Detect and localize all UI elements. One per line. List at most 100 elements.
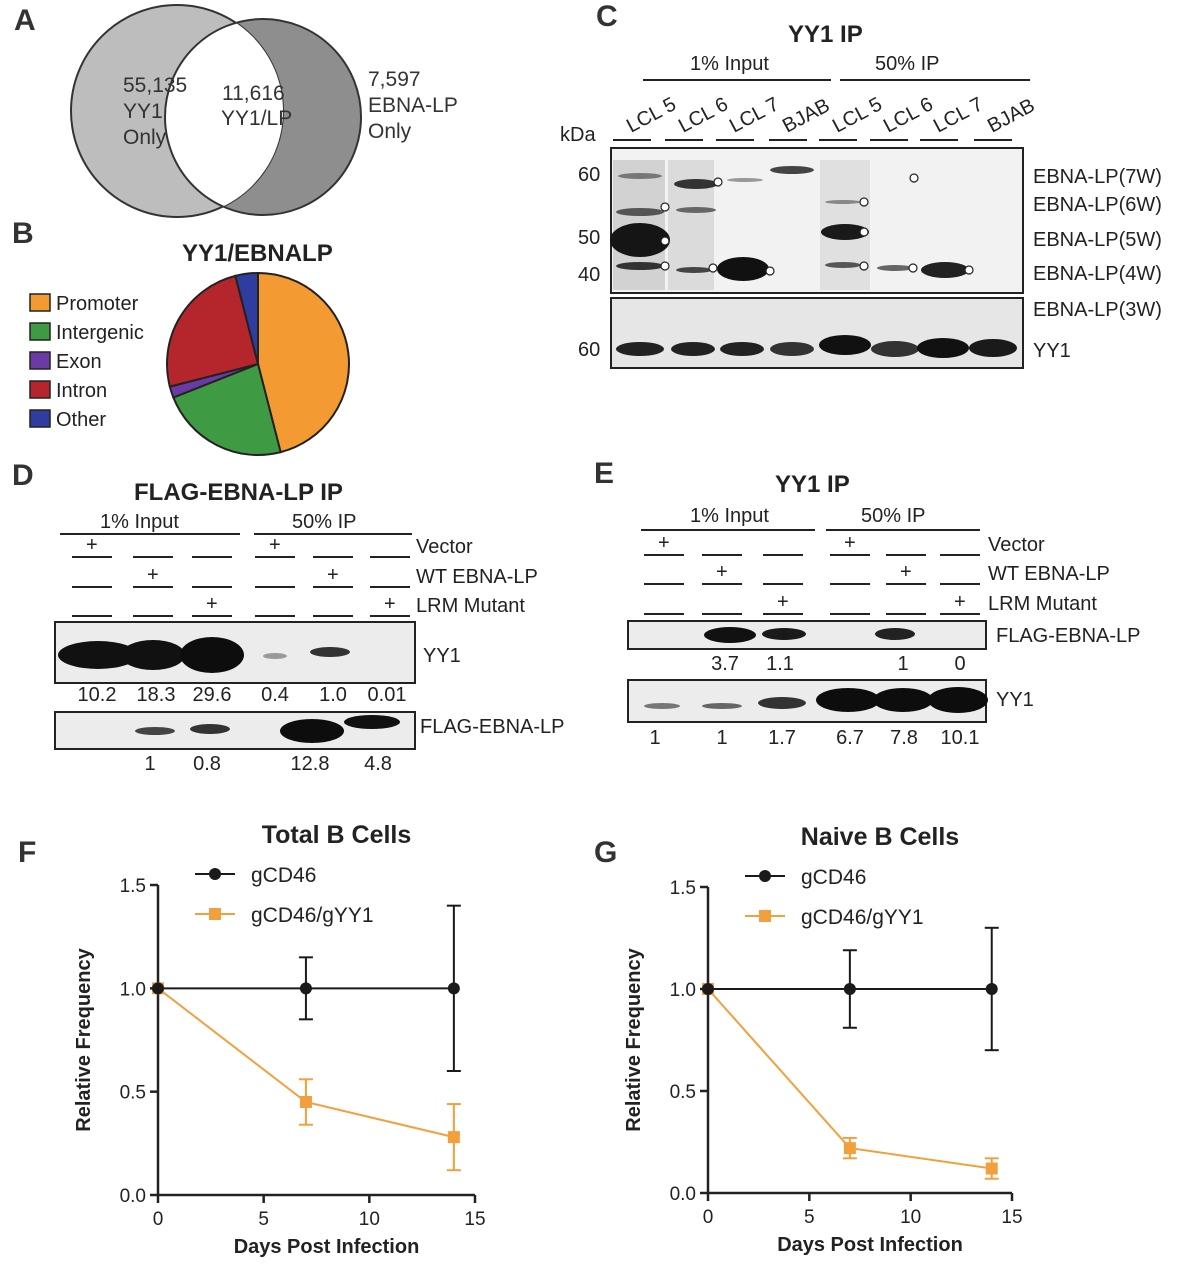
venn-panel: A 55,135 YY1 Only 11,616 YY1/LP 7,597 EB… [14,4,458,218]
blot-e-yy1-quantification: 1 1 1.7 6.7 7.8 10.1 [649,727,979,749]
quant-value: 0.8 [193,753,221,775]
x-tick-label: 10 [359,1209,380,1230]
x-tick-label: 5 [258,1209,269,1230]
blot-e-input-group: 1% Input [690,505,769,527]
y-tick-label: 0.0 [670,1184,696,1205]
legend-swatch-promoter [29,293,51,312]
data-point [447,982,460,995]
legend-label: gCD46 [251,864,316,887]
blot-c-input-group: 1% Input [690,53,769,75]
panel-label-b: B [12,217,34,250]
plus-sign: + [844,532,856,554]
legend-label-promoter: Promoter [56,293,139,315]
condition-label: Vector [416,536,473,558]
marker-60: 60 [578,164,600,186]
condition-label: Vector [988,534,1045,556]
lane-label: LCL 7 [726,93,783,137]
condition-label: WT EBNA-LP [988,563,1110,585]
y-tick-label: 0.5 [670,1082,696,1103]
venn-yy1-label: YY1 [123,100,163,123]
band-label: EBNA-LP(7W) [1033,166,1162,188]
pie-slice-intron [166,274,260,388]
venn-ebna-count: 7,597 [368,68,421,91]
y-tick-label: 1.5 [670,878,696,899]
marker-50: 50 [578,227,600,249]
x-tick-label: 15 [464,1209,485,1230]
legend-label-other: Other [56,409,106,431]
legend-label-intron: Intron [56,380,107,402]
quant-value: 18.3 [137,684,176,706]
legend-swatch-intergenic [29,322,51,341]
blot-d-flag-membrane [54,711,416,750]
legend-marker [759,870,771,882]
blot-e-panel: E YY1 IP 1% Input 50% IP Vector + + WT EBNA… [594,457,1140,749]
quant-value: 0 [954,653,965,675]
quant-value: 6.7 [836,727,864,749]
x-tick-label: 5 [804,1207,815,1228]
x-tick-label: 15 [1001,1207,1022,1228]
y-tick-label: 0.5 [120,1083,146,1104]
data-point [299,1096,312,1108]
data-point [985,1162,998,1175]
legend-label: gCD46 [801,866,866,889]
plus-sign: + [658,532,670,554]
x-tick-label: 0 [153,1209,164,1230]
y-tick-label: 0.0 [120,1186,146,1207]
quant-value: 4.8 [364,753,392,775]
blot-d-yy1-bands [58,637,350,673]
blot-d-flag-label: FLAG-EBNA-LP [420,716,564,738]
pie-slice-intergenic [172,362,282,456]
blot-c-kda-label: kDa [560,124,596,146]
x-axis-label: Days Post Infection [234,1236,420,1258]
lane-label: BJAB [779,95,834,138]
blot-e-flag-bands [704,627,915,643]
chart-title: Total B Cells [262,821,412,849]
marker-yy1-60: 60 [578,339,600,361]
plus-sign: + [269,534,281,556]
x-tick-label: 10 [900,1207,921,1228]
quant-value: 1.0 [319,684,347,706]
blot-e-flag-membrane [627,620,987,650]
condition-label: LRM Mutant [988,593,1097,615]
quant-value: 1 [649,727,660,749]
y-tick-label: 1.5 [120,876,146,897]
legend-label: gCD46/gYY1 [801,906,924,929]
lane-label: LCL 5 [623,93,680,137]
blot-c-title: YY1 IP [788,21,863,48]
blot-c-yy1-membrane [610,297,1024,369]
y-tick-label: 1.0 [670,980,696,1001]
x-axis-label: Days Post Infection [777,1234,963,1256]
legend-marker [759,910,771,922]
legend-label-exon: Exon [56,351,102,373]
pie-chart [166,271,350,456]
quant-value: 1 [897,653,908,675]
quant-value: 0.4 [261,684,289,706]
blot-d-input-group: 1% Input [100,511,179,533]
blot-e-title: YY1 IP [775,471,850,498]
venn-yy1-only: Only [123,126,167,149]
venn-ebna-only: Only [368,120,412,143]
panel-label-g: G [594,836,617,869]
plus-sign: + [384,593,396,615]
lane-label: LCL 7 [930,93,987,137]
band-label: EBNA-LP(4W) [1033,263,1162,285]
chart-title: Naive B Cells [801,823,959,851]
legend-label: gCD46/gYY1 [251,904,374,927]
legend-swatch-exon [29,351,51,370]
quant-value: 1.7 [768,727,796,749]
y-axis-label: Relative Frequency [623,947,645,1131]
panel-label-c: C [596,0,618,33]
data-point [985,983,998,995]
data-point [843,983,856,995]
quant-value: 29.6 [193,684,232,706]
plus-sign: + [777,591,789,613]
pie-panel: B YY1/EBNALP Promoter Intergenic Exon Intro… [12,217,350,456]
venn-ebna-label: EBNA-LP [368,94,458,117]
lane-label: LCL 5 [829,93,886,137]
venn-overlap-count: 11,616 [222,82,285,105]
plus-sign: + [327,564,339,586]
legend-marker [209,868,221,880]
data-point [702,983,714,995]
